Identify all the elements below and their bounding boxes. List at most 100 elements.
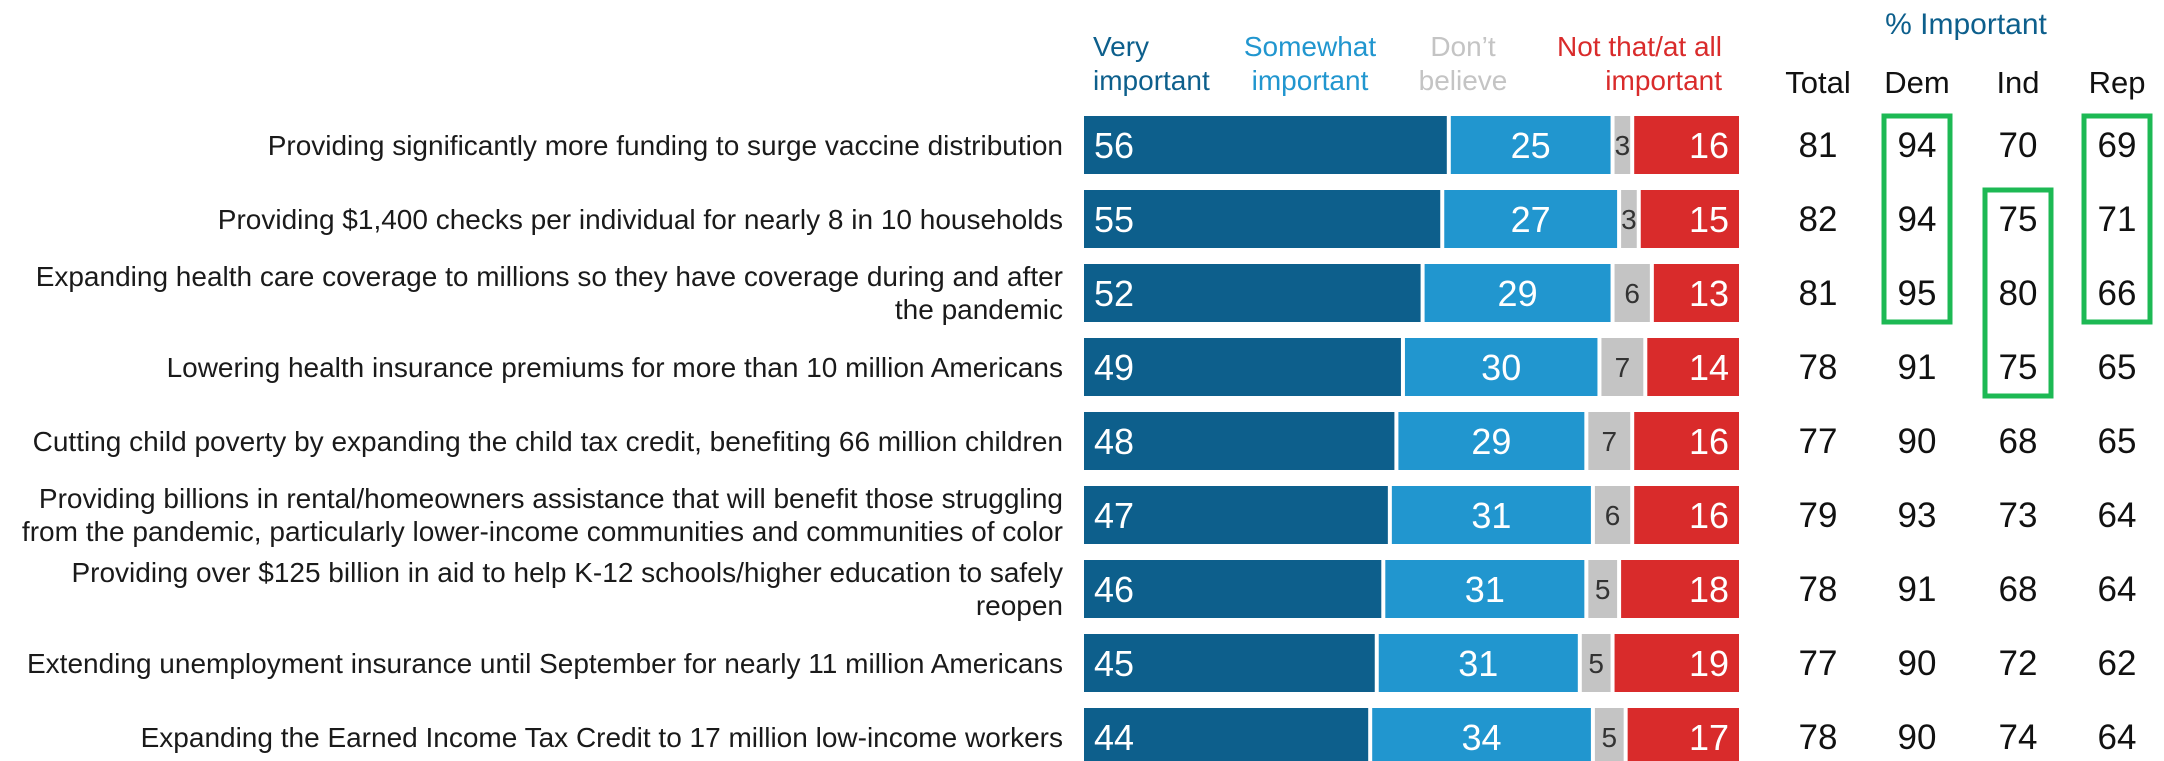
bar-segment-very-important [1084,338,1401,396]
bar-segment-dont-believe [1594,486,1631,544]
table-cell-ind: 80 [1999,274,2038,313]
bar-segment-not-important [1634,486,1739,544]
table-column-header: Rep [2089,65,2146,100]
bar-segment-very-important [1084,486,1388,544]
data-label-very-important: 52 [1094,273,1134,314]
category-label: Extending unemployment insurance until S… [27,648,1063,679]
table-cell-ind: 73 [1999,496,2038,535]
table-cell-ind: 68 [1999,570,2038,609]
table-group-title: % Important [1885,8,2047,41]
bar-segment-somewhat-important [1398,412,1585,470]
bar-segment-somewhat-important [1391,486,1591,544]
table-cell-rep: 62 [2098,644,2137,683]
data-label-dont-believe: 7 [1615,352,1631,383]
category-label: from the pandemic, particularly lower-in… [22,516,1063,547]
data-label-not-important: 18 [1689,569,1729,610]
bar-segment-somewhat-important [1372,708,1591,761]
category-label: Providing significantly more funding to … [268,130,1063,161]
bar-segment-very-important [1084,634,1375,692]
category-label: Providing over $125 billion in aid to he… [71,557,1063,588]
table-cell-dem: 90 [1898,718,1937,757]
bar-segment-very-important [1084,264,1421,322]
table-column-header: Ind [1996,65,2039,100]
data-label-not-important: 16 [1689,125,1729,166]
bar-segment-somewhat-important [1385,560,1585,618]
bar-segment-very-important [1084,708,1369,761]
bar-segment-dont-believe [1594,708,1624,761]
data-label-not-important: 13 [1689,273,1729,314]
table-cell-ind: 74 [1999,718,2038,757]
legend-dont-believe-line: Don’t [1430,31,1496,62]
table-cell-total: 77 [1799,422,1838,461]
data-label-somewhat-important: 29 [1498,273,1538,314]
bar-segment-not-important [1653,264,1739,322]
table-cell-dem: 93 [1898,496,1937,535]
bar-segment-dont-believe [1621,190,1637,248]
bar-segment-somewhat-important [1378,634,1578,692]
legend-dont-believe-line: believe [1419,65,1508,96]
table-cell-rep: 65 [2098,422,2137,461]
data-label-somewhat-important: 29 [1471,421,1511,462]
bar-segment-dont-believe [1614,116,1631,174]
data-label-somewhat-important: 34 [1462,717,1502,758]
table-cell-dem: 90 [1898,644,1937,683]
category-label: Expanding the Earned Income Tax Credit t… [141,722,1063,753]
data-label-somewhat-important: 25 [1511,125,1551,166]
bar-segment-not-important [1634,116,1739,174]
data-label-dont-believe: 6 [1624,278,1640,309]
table-cell-total: 78 [1799,718,1838,757]
category-label: Providing billions in rental/homeowners … [39,483,1063,514]
table-cell-total: 79 [1799,496,1838,535]
bar-segment-very-important [1084,190,1441,248]
data-label-not-important: 19 [1689,643,1729,684]
data-label-not-important: 17 [1689,717,1729,758]
data-label-not-important: 14 [1689,347,1729,388]
legend-very-important-line: Very [1093,31,1149,62]
table-cell-rep: 64 [2098,496,2137,535]
table-column-header: Total [1785,65,1850,100]
table-cell-total: 82 [1799,200,1838,239]
highlight-box-dem [1881,113,1953,325]
data-label-somewhat-important: 31 [1458,643,1498,684]
data-label-very-important: 55 [1094,199,1134,240]
bar-segment-very-important [1084,560,1382,618]
table-cell-total: 78 [1799,348,1838,387]
bar-segment-very-important [1084,412,1395,470]
data-label-somewhat-important: 27 [1511,199,1551,240]
table-cell-dem: 91 [1898,570,1937,609]
category-label: the pandemic [895,294,1063,325]
bar-segment-dont-believe [1614,264,1650,322]
data-label-not-important: 16 [1689,421,1729,462]
table-cell-rep: 69 [2098,126,2137,165]
bar-segment-very-important [1084,116,1447,174]
data-label-very-important: 44 [1094,717,1134,758]
legend-not-important-line: important [1605,65,1722,96]
data-label-very-important: 49 [1094,347,1134,388]
table-cell-dem: 90 [1898,422,1937,461]
bar-segment-somewhat-important [1444,190,1618,248]
data-label-dont-believe: 5 [1588,648,1604,679]
bar-segment-somewhat-important [1404,338,1598,396]
data-label-dont-believe: 3 [1621,204,1637,235]
bar-segment-not-important [1647,338,1739,396]
table-cell-dem: 94 [1898,200,1937,239]
table-cell-ind: 75 [1999,200,2038,239]
legend-somewhat-important-line: Somewhat [1244,31,1377,62]
table-cell-rep: 64 [2098,570,2137,609]
data-label-dont-believe: 3 [1615,130,1631,161]
highlight-box-rep [2081,113,2153,325]
table-cell-ind: 70 [1999,126,2038,165]
category-label: Cutting child poverty by expanding the c… [33,426,1063,457]
data-label-dont-believe: 6 [1605,500,1621,531]
table-cell-total: 81 [1799,274,1838,313]
table-cell-dem: 91 [1898,348,1937,387]
category-label: Expanding health care coverage to millio… [36,261,1063,292]
data-label-dont-believe: 5 [1595,574,1611,605]
bar-segment-not-important [1627,708,1739,761]
table-cell-ind: 75 [1999,348,2038,387]
table-cell-rep: 66 [2098,274,2137,313]
bar-segment-dont-believe [1588,412,1631,470]
data-label-very-important: 56 [1094,125,1134,166]
data-label-not-important: 15 [1689,199,1729,240]
table-cell-total: 77 [1799,644,1838,683]
